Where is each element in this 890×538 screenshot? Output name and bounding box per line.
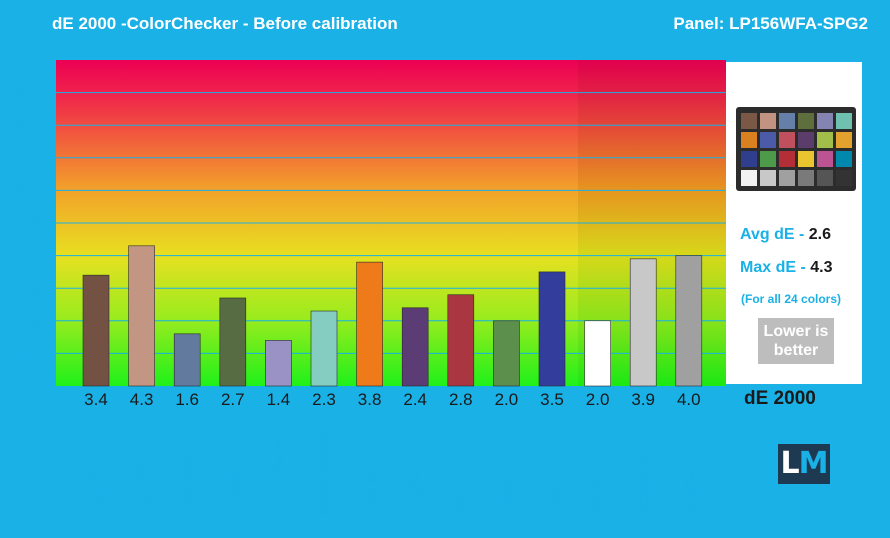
bar-value-label: 3.8	[358, 390, 382, 409]
category-label: Dark Skin	[88, 451, 105, 516]
category-label: Orange	[362, 466, 379, 516]
checker-swatch	[760, 170, 776, 186]
y-tick-label: 2.0	[14, 312, 40, 333]
category-label: Blue Flower	[270, 437, 287, 516]
checker-swatch	[798, 113, 814, 129]
metric-label: dE 2000	[744, 388, 816, 409]
checker-swatch	[817, 151, 833, 167]
lower-is-better-badge: Lower is better	[758, 318, 834, 364]
y-tick-label: 8.0	[14, 116, 40, 137]
category-label: Foliage	[225, 467, 242, 516]
y-tick-label: 9.0	[14, 84, 40, 105]
y-tick-label: 7.0	[14, 149, 40, 170]
avg-de: Avg dE - 2.6	[740, 226, 831, 243]
checker-swatch	[798, 151, 814, 167]
bar-value-label: 2.7	[221, 390, 245, 409]
y-tick-label: 1.0	[14, 344, 40, 365]
max-de: Max dE - 4.3	[740, 259, 833, 276]
category-label: Blue	[544, 486, 561, 516]
category-labels: Dark Skin Light Skin Blue Sky Foliage Blue F…	[88, 429, 698, 516]
category-label: White	[590, 478, 607, 516]
bar-purple	[401, 307, 429, 387]
category-label: Bluish Green	[316, 429, 333, 516]
bar-value-label: 2.4	[403, 390, 427, 409]
checker-swatch	[817, 170, 833, 186]
bar-value-label: 2.0	[495, 390, 519, 409]
category-label: Neutral 3.5	[681, 443, 698, 516]
checker-swatch	[779, 151, 795, 167]
y-tick-label: 3.0	[14, 279, 40, 300]
bar-value-label: 2.0	[586, 390, 610, 409]
bar-light-skin	[128, 245, 155, 387]
colors-note: (For all 24 colors)	[741, 292, 842, 306]
category-label: Red	[453, 488, 470, 516]
bar-value-label: 2.3	[312, 390, 336, 409]
checker-swatch	[836, 113, 852, 129]
bar-foliage	[219, 297, 247, 387]
colorchecker-icon	[736, 107, 856, 191]
bar-green	[493, 320, 520, 387]
bars	[82, 245, 703, 387]
bar-value-label: 3.4	[84, 390, 108, 409]
checker-swatch	[760, 151, 776, 167]
checker-swatch	[798, 170, 814, 186]
checker-swatch	[741, 132, 757, 148]
bar-dark-skin	[82, 274, 110, 387]
chart-title: dE 2000 -ColorChecker - Before calibrati…	[52, 14, 398, 33]
lm-logo: LM	[778, 444, 830, 484]
y-tick-label: 4.0	[14, 247, 40, 268]
bar-value-label: 3.9	[631, 390, 655, 409]
y-tick-label: 5.0	[14, 214, 40, 235]
checker-swatch	[836, 151, 852, 167]
category-label: Light Skin	[134, 450, 151, 516]
bar-neutral-3.5	[675, 255, 703, 387]
checker-swatch	[760, 132, 776, 148]
bar-value-label: 1.4	[267, 390, 291, 409]
bar-blue-sky	[173, 333, 201, 387]
bar-red	[447, 294, 475, 387]
checker-swatch	[798, 132, 814, 148]
bar-value-label: 4.3	[130, 390, 154, 409]
bar-value-label: 1.6	[175, 390, 199, 409]
bar-blue-flower	[265, 340, 292, 387]
category-label: Purple	[407, 473, 424, 516]
checker-swatch	[836, 132, 852, 148]
panel-label: Panel: LP156WFA-SPG2	[673, 14, 868, 33]
checker-swatch	[741, 170, 757, 186]
bar-blue	[538, 271, 566, 387]
bar-neutral-6.5	[629, 258, 657, 387]
checker-swatch	[817, 132, 833, 148]
y-tick-label: 6.0	[14, 181, 40, 202]
checker-swatch	[779, 132, 795, 148]
checker-swatch	[779, 113, 795, 129]
bar-white	[584, 320, 611, 387]
category-label: Blue Sky	[179, 456, 196, 516]
bar-value-label: 4.0	[677, 390, 701, 409]
bar-orange	[356, 261, 383, 387]
checker-swatch	[779, 170, 795, 186]
checker-swatch	[741, 151, 757, 167]
badge-line-1: Lower is	[763, 323, 829, 340]
checker-swatch	[741, 113, 757, 129]
category-label: Neutral 6.5	[635, 443, 652, 516]
grid-lines	[56, 92, 726, 354]
checker-swatch	[836, 170, 852, 186]
checker-swatch	[817, 113, 833, 129]
bar-value-label: 3.5	[540, 390, 564, 409]
category-label: Green	[498, 474, 515, 516]
y-axis-ticks: 1.0 2.0 3.0 4.0 5.0 6.0 7.0 8.0 9.0	[14, 84, 40, 366]
bar-value-label: 2.8	[449, 390, 473, 409]
badge-line-2: better	[773, 342, 819, 359]
value-labels: 3.4 4.3 1.6 2.7 1.4 2.3 3.8 2.4 2.8 2.0 3.5 2.0 3.9 4…	[84, 390, 700, 409]
bar-bluish-green	[310, 310, 338, 387]
checker-swatch	[760, 113, 776, 129]
